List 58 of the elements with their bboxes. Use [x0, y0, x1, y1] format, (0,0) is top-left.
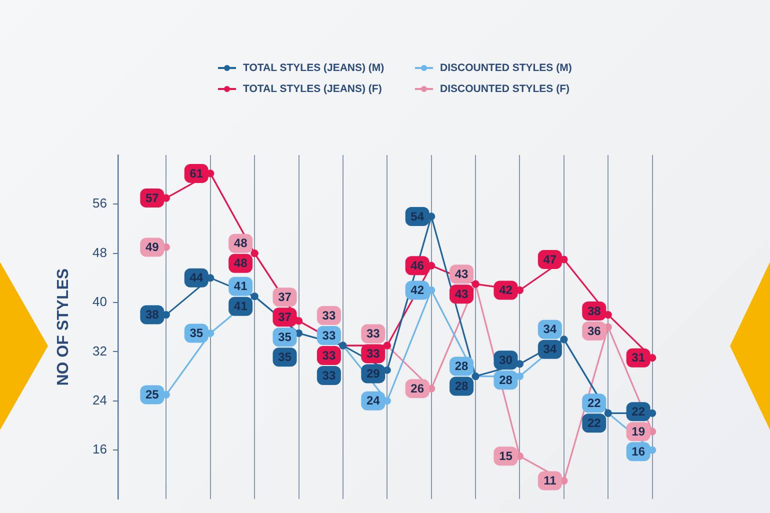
data-label: 28 — [499, 372, 513, 387]
data-label: 41 — [234, 279, 248, 294]
data-label: 36 — [587, 324, 602, 338]
legend-label: TOTAL STYLES (JEANS) (M) — [243, 62, 384, 74]
data-label: 28 — [454, 359, 469, 374]
legend-label: DISCOUNTED STYLES (F) — [440, 82, 570, 95]
data-label: 54 — [410, 209, 424, 224]
y-tick-label: 16 — [92, 442, 107, 457]
data-label: 43 — [454, 266, 469, 281]
data-label: 42 — [499, 283, 513, 298]
data-label: 43 — [454, 286, 469, 301]
data-label: 22 — [632, 404, 646, 418]
data-label: 22 — [587, 396, 602, 410]
data-label: 33 — [366, 346, 380, 361]
y-tick-label: 56 — [92, 196, 107, 211]
data-label: 33 — [322, 348, 336, 362]
data-label: 31 — [632, 350, 646, 365]
data-label: 24 — [366, 394, 380, 408]
data-label: 34 — [543, 342, 557, 356]
data-label: 46 — [410, 258, 424, 272]
data-label: 37 — [278, 290, 292, 304]
data-label: 49 — [145, 240, 160, 254]
data-label: 38 — [587, 304, 602, 318]
data-label: 41 — [234, 299, 248, 314]
data-label: 35 — [190, 326, 204, 340]
data-label: 61 — [190, 166, 204, 180]
data-label: 33 — [322, 368, 336, 382]
legend-label: TOTAL STYLES (JEANS) (F) — [243, 82, 382, 95]
y-tick-label: 32 — [92, 343, 107, 358]
data-label: 29 — [366, 366, 380, 381]
data-label: 33 — [322, 328, 336, 342]
data-label: 48 — [234, 256, 248, 270]
y-tick-label: 40 — [92, 294, 107, 310]
legend-label: DISCOUNTED STYLES (M) — [440, 62, 572, 74]
data-label: 33 — [322, 308, 336, 322]
data-label: 47 — [543, 252, 557, 266]
y-axis-title: NO OF STYLES — [55, 268, 72, 386]
data-label: 25 — [145, 388, 160, 402]
data-label: 34 — [543, 322, 557, 336]
data-label: 44 — [190, 270, 204, 285]
data-label: 35 — [278, 350, 292, 364]
data-label: 33 — [366, 326, 380, 341]
data-label: 42 — [410, 283, 424, 298]
data-label: 26 — [410, 381, 424, 396]
data-label: 38 — [145, 308, 160, 322]
data-label: 35 — [278, 330, 292, 344]
data-label: 22 — [587, 416, 602, 430]
data-label: 30 — [499, 352, 513, 367]
data-label: 11 — [544, 474, 557, 488]
data-label: 28 — [454, 379, 469, 394]
data-label: 15 — [499, 448, 513, 463]
data-label: 37 — [278, 310, 292, 324]
data-label: 16 — [632, 444, 646, 458]
data-label: 57 — [145, 190, 160, 205]
y-tick-label: 24 — [92, 392, 107, 408]
data-label: 48 — [234, 236, 248, 250]
data-label: 19 — [632, 424, 646, 438]
y-tick-label: 48 — [92, 244, 107, 260]
